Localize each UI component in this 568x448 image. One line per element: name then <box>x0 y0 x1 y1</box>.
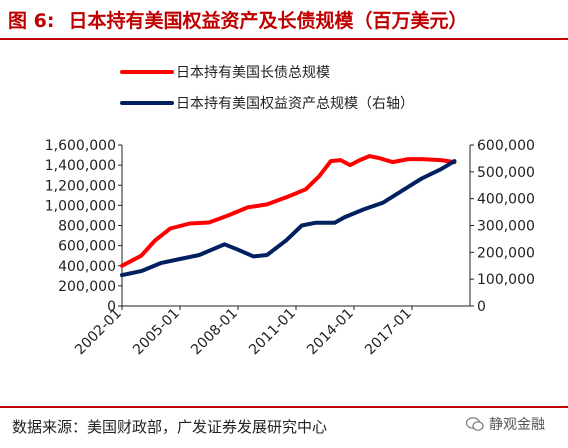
y-left-tick-label: 800,000 <box>58 219 116 235</box>
figure-header: 图 6: 日本持有美国权益资产及长债规模（百万美元） <box>0 0 568 38</box>
x-tick-label: 2011-01 <box>246 306 299 359</box>
chart-title: 日本持有美国权益资产及长债规模（百万美元） <box>68 9 468 32</box>
x-tick-label: 2014-01 <box>304 306 357 359</box>
equity-series-line <box>120 159 457 278</box>
y-left-tick-label: 600,000 <box>58 239 116 255</box>
x-tick-label: 2017-01 <box>362 306 415 359</box>
y-left-tick-label: 1,000,000 <box>45 198 116 214</box>
legend-label-equity: 日本持有美国权益资产总规模（右轴） <box>176 96 414 112</box>
y-right-tick-label: 200,000 <box>477 245 535 261</box>
y-left-tick-label: 0 <box>107 299 116 315</box>
footer-rule <box>0 406 568 408</box>
wechat-icon <box>466 417 484 431</box>
y-right-tick-label: 100,000 <box>477 272 535 288</box>
y-right-tick-label: 500,000 <box>477 165 535 181</box>
header-rule <box>0 38 568 40</box>
chart-canvas: 0 200,000 400,000 600,000 800,000 1,000,000 1,… <box>45 65 535 359</box>
y-right-tick-label: 300,000 <box>477 219 535 235</box>
y-left-tick-label: 200,000 <box>58 279 116 295</box>
y-right-tick-label: 400,000 <box>477 192 535 208</box>
y-left-tick-label: 400,000 <box>58 259 116 275</box>
x-tick-label: 2002-01 <box>72 306 125 359</box>
source-note: 数据来源：美国财政部，广发证券发展研究中心 <box>12 418 328 436</box>
y-right-tick-label: 0 <box>477 299 486 315</box>
watermark: 静观金融 <box>466 414 545 434</box>
y-left-tick-label: 1,400,000 <box>45 158 116 174</box>
bond-series-line <box>120 154 457 268</box>
watermark-text: 静观金融 <box>489 417 545 433</box>
figure-label: 图 6: <box>8 9 55 32</box>
y-right-tick-label: 600,000 <box>477 138 535 154</box>
y-left-tick-label: 1,600,000 <box>45 138 116 154</box>
x-tick-label: 2008-01 <box>188 306 241 359</box>
x-tick-label: 2005-01 <box>130 306 183 359</box>
legend-label-bond: 日本持有美国长债总规模 <box>176 65 330 81</box>
y-left-tick-label: 1,200,000 <box>45 178 116 194</box>
